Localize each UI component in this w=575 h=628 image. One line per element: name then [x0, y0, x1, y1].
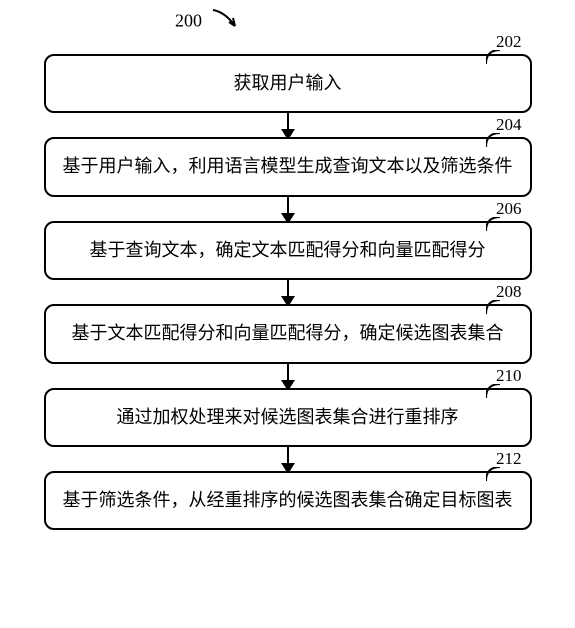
step-box: 通过加权处理来对候选图表集合进行重排序: [44, 388, 532, 447]
flow-arrow: [287, 196, 289, 222]
flow-arrow: [287, 446, 289, 472]
flow-step: 212 基于筛选条件，从经重排序的候选图表集合确定目标图表: [44, 471, 532, 530]
step-text: 基于文本匹配得分和向量匹配得分，确定候选图表集合: [72, 323, 504, 343]
step-corner-tick: [486, 467, 500, 481]
step-box: 获取用户输入: [44, 54, 532, 113]
step-box: 基于查询文本，确定文本匹配得分和向量匹配得分: [44, 221, 532, 280]
step-box: 基于文本匹配得分和向量匹配得分，确定候选图表集合: [44, 304, 532, 363]
step-text: 通过加权处理来对候选图表集合进行重排序: [117, 407, 459, 427]
step-text: 基于筛选条件，从经重排序的候选图表集合确定目标图表: [63, 490, 513, 510]
step-corner-tick: [486, 133, 500, 147]
flow-step: 210 通过加权处理来对候选图表集合进行重排序: [44, 388, 532, 447]
flow-arrow: [287, 363, 289, 389]
figure-number-text: 200: [175, 11, 202, 31]
step-id-label: 204: [496, 115, 522, 135]
flowchart: 202 获取用户输入 204 基于用户输入，利用语言模型生成查询文本以及筛选条件…: [44, 54, 532, 530]
step-corner-tick: [486, 217, 500, 231]
step-id-label: 208: [496, 282, 522, 302]
flow-arrow: [287, 112, 289, 138]
step-corner-tick: [486, 50, 500, 64]
step-text: 获取用户输入: [234, 73, 342, 93]
step-text: 基于用户输入，利用语言模型生成查询文本以及筛选条件: [63, 156, 513, 176]
figure-number-label: 200: [175, 8, 245, 37]
figure-pointer-arrow: [211, 8, 245, 37]
flow-step: 202 获取用户输入: [44, 54, 532, 113]
step-corner-tick: [486, 300, 500, 314]
step-id-label: 206: [496, 199, 522, 219]
step-text: 基于查询文本，确定文本匹配得分和向量匹配得分: [90, 240, 486, 260]
flow-step: 206 基于查询文本，确定文本匹配得分和向量匹配得分: [44, 221, 532, 280]
step-id-label: 210: [496, 366, 522, 386]
step-id-label: 202: [496, 32, 522, 52]
step-id-label: 212: [496, 449, 522, 469]
step-box: 基于筛选条件，从经重排序的候选图表集合确定目标图表: [44, 471, 532, 530]
flow-step: 204 基于用户输入，利用语言模型生成查询文本以及筛选条件: [44, 137, 532, 196]
flow-step: 208 基于文本匹配得分和向量匹配得分，确定候选图表集合: [44, 304, 532, 363]
step-corner-tick: [486, 384, 500, 398]
flow-arrow: [287, 279, 289, 305]
step-box: 基于用户输入，利用语言模型生成查询文本以及筛选条件: [44, 137, 532, 196]
